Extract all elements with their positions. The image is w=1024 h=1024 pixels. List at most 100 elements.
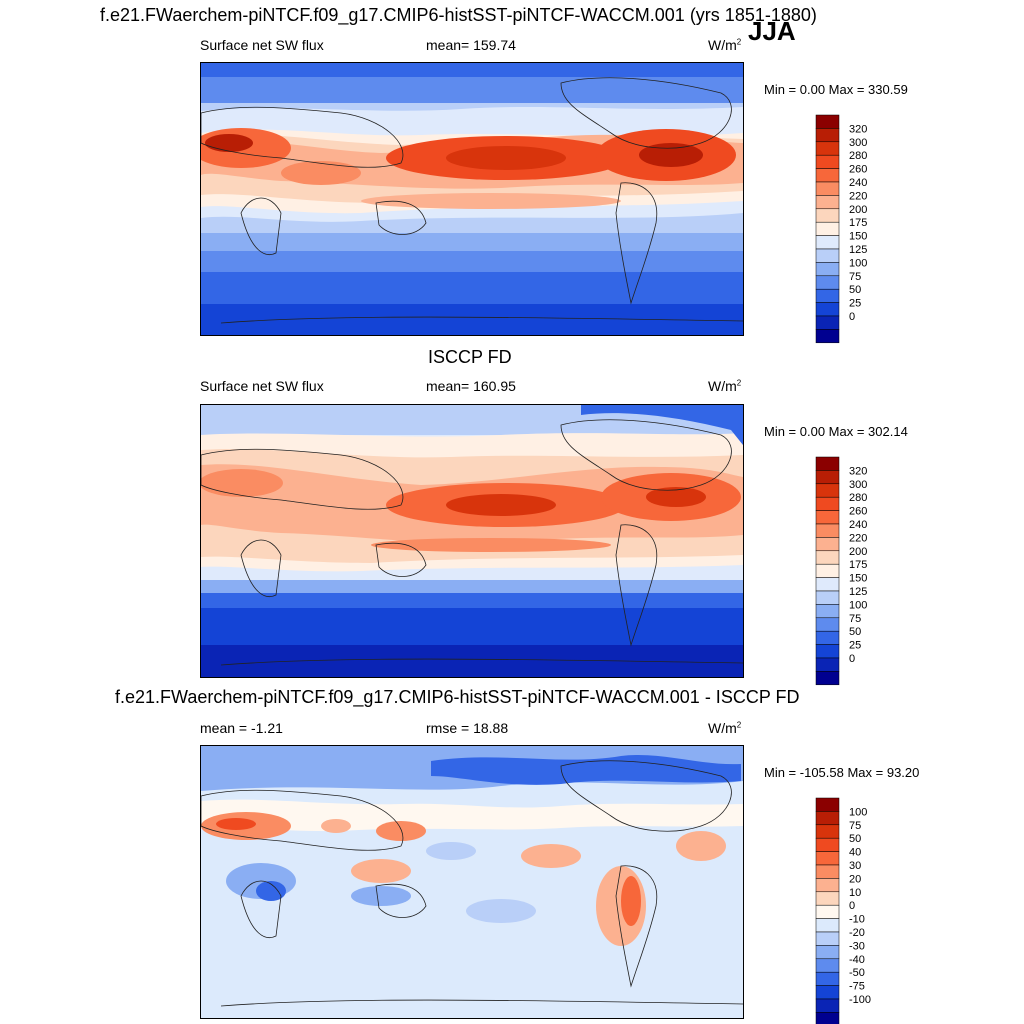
colorbar-swatch <box>815 864 840 879</box>
colorbar-swatch <box>815 235 840 250</box>
colorbar-tick-label: 260 <box>849 506 867 518</box>
colorbar-swatch <box>815 510 840 525</box>
colorbar-swatch <box>815 837 840 852</box>
colorbar-swatch <box>815 563 840 578</box>
season-label: JJA <box>748 16 796 46</box>
colorbar-tick-label: 10 <box>849 887 861 899</box>
colorbar-diff: 100 75 50 40 30 20 10 0 -10 -20 -30 -40 -50 -75 -100 <box>815 797 906 1024</box>
colorbar-tick-label: 260 <box>849 164 867 176</box>
colorbar-swatch <box>815 851 840 866</box>
panel-model-units: W/m2 <box>708 37 742 53</box>
colorbar-swatch <box>815 221 840 236</box>
colorbar-swatch <box>815 931 840 946</box>
colorbar-tick-label: 280 <box>849 492 867 504</box>
colorbar-tick-label: 150 <box>849 231 867 243</box>
map-obs-plot <box>201 405 743 677</box>
colorbar-tick-label: 50 <box>849 284 861 296</box>
colorbar-tick-label: 175 <box>849 559 867 571</box>
colorbar-tick-label: 75 <box>849 613 861 625</box>
colorbar-swatch <box>815 878 840 893</box>
colorbar-swatch <box>815 811 840 826</box>
colorbar-tick-label: 30 <box>849 860 861 872</box>
panel-model-minmax: Min = 0.00 Max = 330.59 <box>764 82 908 97</box>
colorbar-tick-label: 125 <box>849 586 867 598</box>
colorbar-swatch <box>815 657 840 672</box>
colorbar-swatch <box>815 985 840 1000</box>
colorbar-tick-label: 100 <box>849 806 867 818</box>
colorbar-tick-label: 320 <box>849 465 867 477</box>
colorbar-swatch <box>815 797 840 812</box>
colorbar-swatch <box>815 550 840 565</box>
colorbar-swatch <box>815 483 840 498</box>
colorbar-tick-label: 0 <box>849 653 855 665</box>
colorbar-tick-label: 280 <box>849 150 867 162</box>
colorbar-tick-label: 240 <box>849 519 867 531</box>
colorbar-swatch <box>815 958 840 973</box>
colorbar-tick-label: -40 <box>849 954 865 966</box>
colorbar-swatch <box>815 971 840 986</box>
colorbar-swatch <box>815 262 840 277</box>
colorbar-swatch <box>815 181 840 196</box>
colorbar-swatch <box>815 288 840 303</box>
colorbar-swatch <box>815 329 840 344</box>
colorbar-tick-label: -30 <box>849 940 865 952</box>
colorbar-swatch <box>815 617 840 632</box>
colorbar-tick-label: -20 <box>849 927 865 939</box>
colorbar-swatch <box>815 904 840 919</box>
panel-model-variable: Surface net SW flux <box>200 37 324 53</box>
colorbar-tick-label: -100 <box>849 994 871 1006</box>
colorbar-swatch <box>815 891 840 906</box>
colorbar-tick-label: 320 <box>849 123 867 135</box>
colorbar-tick-label: 25 <box>849 640 861 652</box>
colorbar-swatch <box>815 945 840 960</box>
panel-diff-heading: f.e21.FWaerchem-piNTCF.f09_g17.CMIP6-his… <box>115 687 800 707</box>
map-model-plot <box>201 63 743 335</box>
colorbar-tick-label: -10 <box>849 914 865 926</box>
colorbar-tick-label: -75 <box>849 981 865 993</box>
colorbar-swatch <box>815 824 840 839</box>
colorbar-swatch <box>815 195 840 210</box>
colorbar-tick-label: 125 <box>849 244 867 256</box>
colorbar-swatch <box>815 671 840 686</box>
colorbar-tick-label: 175 <box>849 217 867 229</box>
colorbar-tick-label: 0 <box>849 900 855 912</box>
colorbar-swatch <box>815 590 840 605</box>
colorbar-swatch <box>815 644 840 659</box>
colorbar-tick-label: 100 <box>849 257 867 269</box>
colorbar-swatch <box>815 470 840 485</box>
colorbar-swatch <box>815 128 840 143</box>
colorbar-tick-label: 100 <box>849 599 867 611</box>
colorbar-swatch <box>815 1012 840 1024</box>
panel-obs-mean: mean= 160.95 <box>426 378 516 394</box>
colorbar-tick-label: 200 <box>849 546 867 558</box>
panel-obs-variable: Surface net SW flux <box>200 378 324 394</box>
colorbar-swatch <box>815 918 840 933</box>
colorbar-swatch <box>815 208 840 223</box>
colorbar-obs: 320 300 280 260 240 220 200 175 150 125 100 75 50 25 0 <box>815 456 906 686</box>
colorbar-tick-label: 300 <box>849 479 867 491</box>
colorbar-tick-label: 50 <box>849 626 861 638</box>
colorbar-swatch <box>815 248 840 263</box>
colorbar-tick-label: 20 <box>849 873 861 885</box>
colorbar-swatch <box>815 998 840 1013</box>
colorbar-swatch <box>815 315 840 330</box>
panel-obs-heading: ISCCP FD <box>428 347 512 367</box>
colorbar-swatch <box>815 523 840 538</box>
colorbar-tick-label: 40 <box>849 847 861 859</box>
colorbar-tick-label: 50 <box>849 833 861 845</box>
colorbar-swatch <box>815 496 840 511</box>
colorbar-tick-label: 200 <box>849 204 867 216</box>
colorbar-tick-label: 300 <box>849 137 867 149</box>
colorbar-tick-label: 220 <box>849 190 867 202</box>
colorbar-swatch <box>815 577 840 592</box>
map-diff <box>200 745 744 1019</box>
colorbar-tick-label: 75 <box>849 820 861 832</box>
colorbar-tick-label: 75 <box>849 271 861 283</box>
colorbar-swatch <box>815 168 840 183</box>
colorbar-tick-label: 220 <box>849 532 867 544</box>
map-diff-plot <box>201 746 743 1018</box>
colorbar-tick-label: 0 <box>849 311 855 323</box>
panel-diff-units: W/m2 <box>708 720 742 736</box>
